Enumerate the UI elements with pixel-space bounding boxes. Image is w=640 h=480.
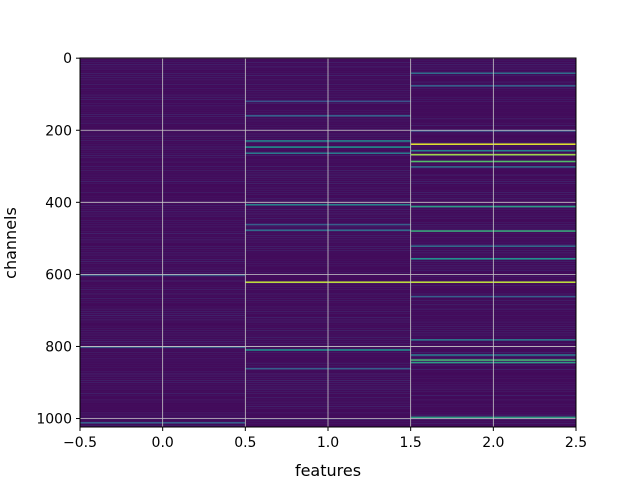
- y-tick-label: 400: [45, 195, 72, 211]
- x-tick-label: 2.5: [565, 435, 587, 451]
- y-tick-label: 800: [45, 339, 72, 355]
- y-tick-label: 1000: [36, 412, 72, 428]
- x-tick-label: −0.5: [63, 435, 97, 451]
- y-axis-label: channels: [1, 207, 20, 279]
- y-tick-label: 200: [45, 123, 72, 139]
- x-tick-label: 0.0: [152, 435, 174, 451]
- y-tick-label: 0: [63, 51, 72, 67]
- x-axis-label: features: [295, 461, 361, 480]
- y-tick-label: 600: [45, 267, 72, 283]
- y-axis-ticks: 0 200 400 600 800 1000: [36, 51, 80, 428]
- x-tick-label: 1.5: [400, 435, 422, 451]
- x-tick-label: 1.0: [317, 435, 339, 451]
- x-axis-ticks: −0.5 0.0 0.5 1.0 1.5 2.0 2.5: [63, 427, 587, 451]
- x-tick-label: 2.0: [482, 435, 504, 451]
- x-tick-label: 0.5: [234, 435, 256, 451]
